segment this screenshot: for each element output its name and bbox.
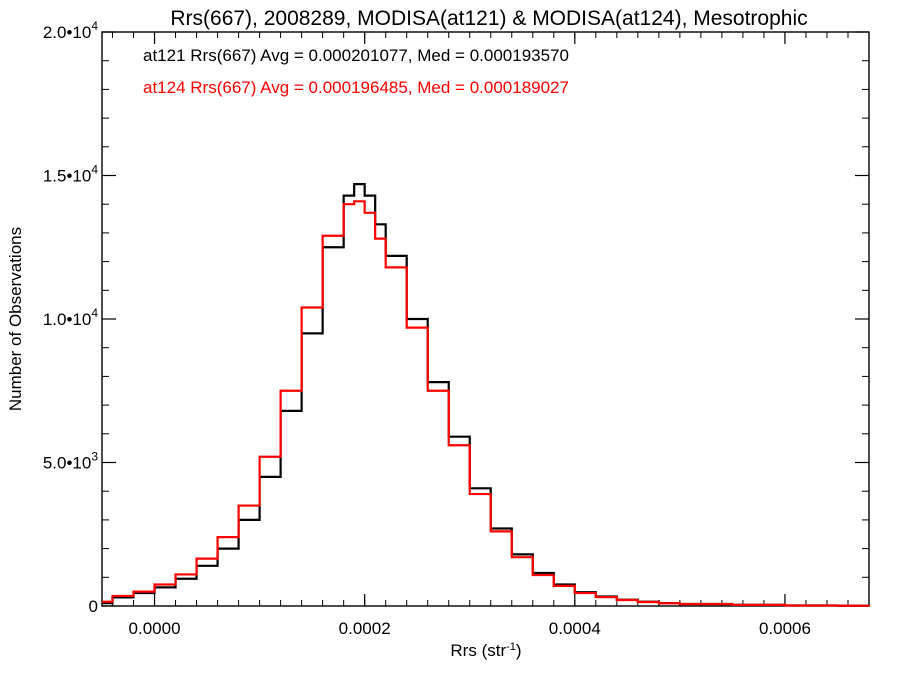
x-tick-label: 0.0002 <box>339 619 391 638</box>
series-line-at124 <box>102 200 871 607</box>
x-tick-label: 0.0004 <box>549 619 601 638</box>
legend-entry-at121: at121 Rrs(667) Avg = 0.000201077, Med = … <box>143 46 569 65</box>
chart-title: Rrs(667), 2008289, MODISA(at121) & MODIS… <box>170 7 807 30</box>
legend-entry-at124: at124 Rrs(667) Avg = 0.000196485, Med = … <box>143 78 569 97</box>
x-axis-label: Rrs (str-1) <box>450 641 521 660</box>
series-layer <box>102 183 871 607</box>
y-tick-label: 1.5•104 <box>43 163 99 186</box>
y-tick-label: 5.0•103 <box>43 450 99 473</box>
y-tick-label: 2.0•104 <box>43 19 99 42</box>
plot-frame <box>101 31 870 607</box>
y-axis-label: Number of Observations <box>6 227 25 411</box>
x-tick-label: 0.0000 <box>129 619 181 638</box>
axis-ticks: 0.0000 0.0002 0.0004 0.0006 0 5.0•103 1.0•104 1… <box>43 19 870 638</box>
x-tick-label: 0.0006 <box>759 619 811 638</box>
y-tick-label: 0 <box>89 597 98 616</box>
y-tick-label: 1.0•104 <box>43 306 99 329</box>
